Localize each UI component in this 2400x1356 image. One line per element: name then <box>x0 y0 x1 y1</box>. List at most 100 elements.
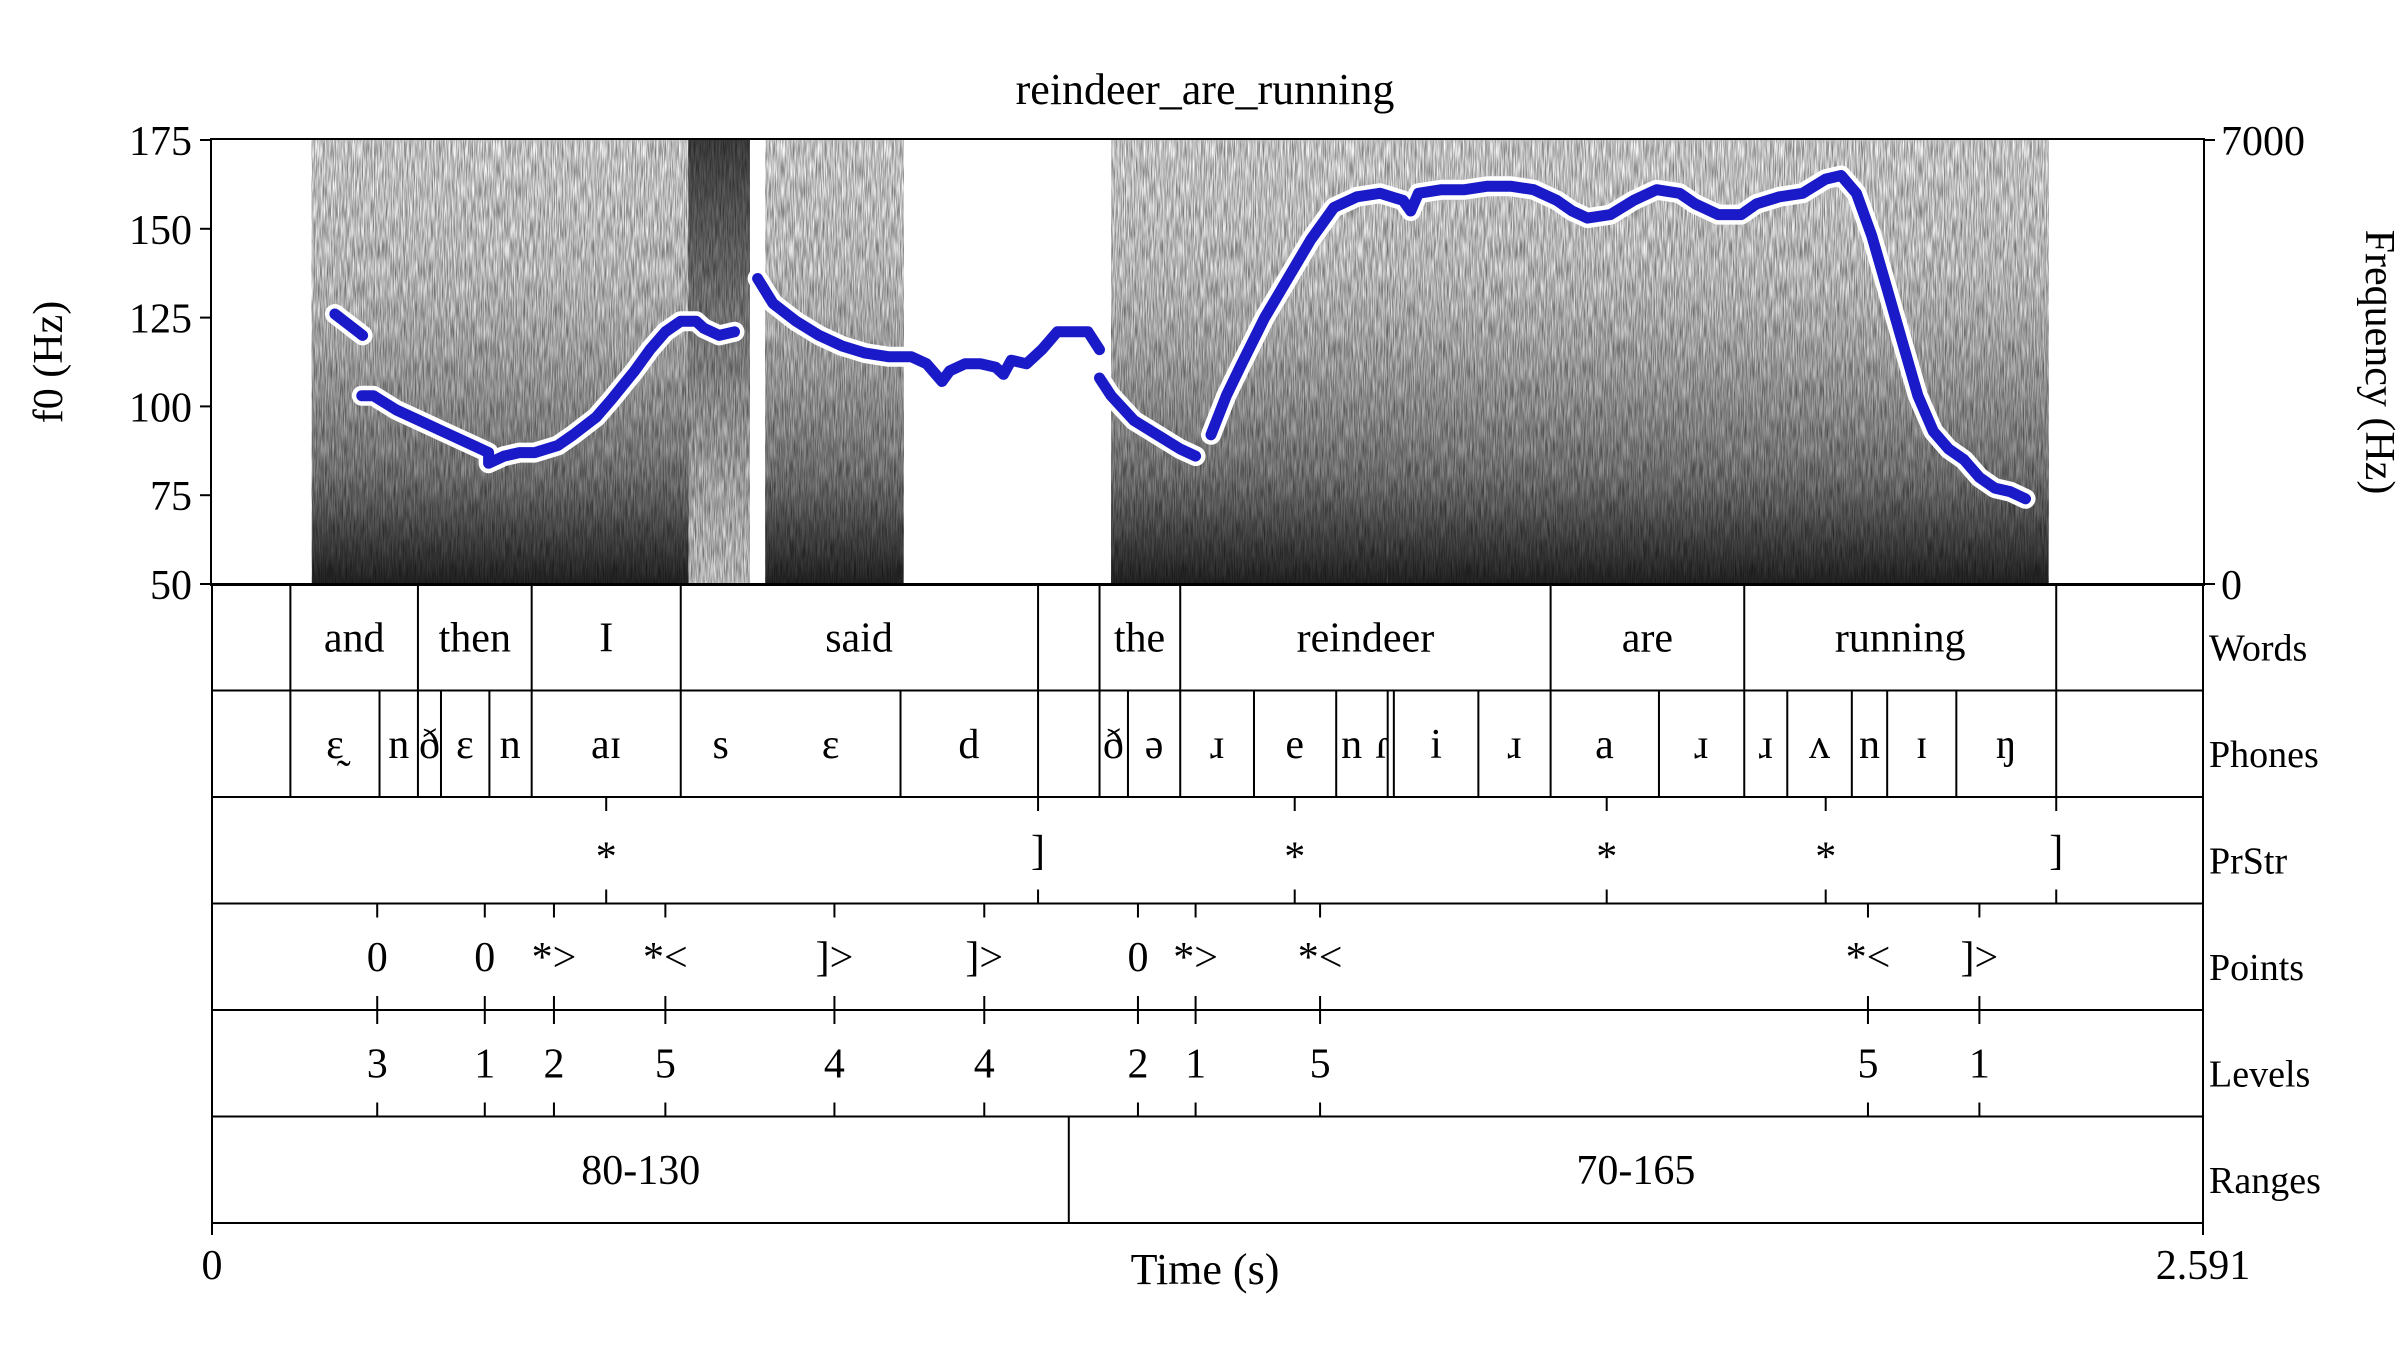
interval-label: reindeer <box>1297 615 1435 661</box>
interval-label: ɛ̰ <box>326 722 351 768</box>
x-axis-label: Time (s) <box>1131 1245 1280 1294</box>
interval-label: ɹ <box>1694 722 1708 768</box>
y-tick-label: 150 <box>129 208 192 254</box>
x-axis: 0 2.591 <box>202 1223 2251 1289</box>
y-axis-left: 50 75 100 125 150 175 <box>129 119 212 609</box>
interval-label: 80-130 <box>581 1148 700 1194</box>
point-label: *< <box>1846 935 1891 981</box>
interval-label: ŋ <box>1996 722 2017 768</box>
point-label: 0 <box>474 935 495 981</box>
point-label: *> <box>1173 935 1218 981</box>
point-label: 2 <box>1127 1041 1148 1087</box>
point-label: 1 <box>474 1041 495 1087</box>
tier-name: Phones <box>2209 734 2319 776</box>
interval-label: ð <box>1103 722 1124 768</box>
interval-label: a <box>1595 722 1614 768</box>
y-axis-left-label: f0 (Hz) <box>26 301 72 423</box>
interval-label: ɹ <box>1210 722 1224 768</box>
interval-label: ɛ <box>456 722 474 768</box>
f0-segment-4 <box>1205 170 2031 505</box>
point-label: 5 <box>655 1041 676 1087</box>
point-label: 1 <box>1185 1041 1206 1087</box>
interval-label: and <box>324 615 385 661</box>
tier-frame <box>211 796 2204 905</box>
tier-name: Words <box>2209 627 2307 669</box>
interval-label: e <box>1285 722 1304 768</box>
point-label: * <box>1815 834 1836 880</box>
y-tick-label: 175 <box>129 119 192 165</box>
point-label: 1 <box>1969 1041 1990 1087</box>
interval-label: ə <box>1145 722 1164 768</box>
interval-label: said <box>825 615 893 661</box>
point-label: ]> <box>1961 935 1999 981</box>
f0-segment-2 <box>752 273 1105 387</box>
f0-segment-3 <box>1094 372 1202 462</box>
point-label: * <box>1596 834 1617 880</box>
y-tick-label: 125 <box>129 297 192 343</box>
point-label: 2 <box>543 1041 564 1087</box>
right-tick-label: 7000 <box>2221 119 2305 165</box>
point-label: ] <box>2049 828 2063 874</box>
tier-name: Ranges <box>2209 1160 2321 1202</box>
x-tick-label: 2.591 <box>2156 1243 2251 1289</box>
interval-label: n <box>1341 722 1362 768</box>
interval-label: the <box>1114 615 1165 661</box>
point-label: ]> <box>816 935 854 981</box>
y-tick-label: 100 <box>129 385 192 431</box>
point-label: * <box>1284 834 1305 880</box>
point-label: 4 <box>824 1041 845 1087</box>
interval-label: n <box>500 722 521 768</box>
f0-contour <box>324 165 2036 509</box>
point-label: 5 <box>1310 1041 1331 1087</box>
y-tick-label: 75 <box>150 474 192 520</box>
y-axis-right: 7000 0 <box>2203 119 2305 609</box>
tier-ranges: Ranges 80-130 70-165 <box>211 1115 2321 1224</box>
tier-name: Levels <box>2209 1053 2310 1095</box>
tier-points: Points 0 0 *> *<]>]> 0 *> *< *<]> <box>211 902 2304 1011</box>
f0-segment-0 <box>329 308 369 341</box>
interval-label: ɹ <box>1759 722 1773 768</box>
right-tick-label: 0 <box>2221 563 2242 609</box>
interval-label: ʌ <box>1809 722 1830 768</box>
f0-segment-1 <box>356 315 740 469</box>
point-label: 0 <box>1127 935 1148 981</box>
tier-prstr: PrStr *] * * *] <box>211 796 2287 905</box>
point-label: 4 <box>974 1041 995 1087</box>
point-label: *> <box>532 935 577 981</box>
point-label: *< <box>1298 935 1343 981</box>
spectrogram <box>311 140 2049 584</box>
y-axis-right-label: Frequency (Hz) <box>2356 230 2400 495</box>
interval-label: ð <box>419 722 440 768</box>
tier-frame <box>211 1115 2204 1224</box>
spectrogram-texture-0 <box>311 140 689 584</box>
interval-label: i <box>1430 722 1442 768</box>
point-label: ]> <box>965 935 1003 981</box>
interval-label: s <box>713 722 729 768</box>
interval-label: ɾ <box>1375 722 1389 768</box>
point-label: ] <box>1031 828 1045 874</box>
spectrogram-texture-1 <box>688 140 750 584</box>
interval-label: aɪ <box>591 722 621 768</box>
tier-frame <box>211 1009 2204 1118</box>
point-label: 5 <box>1857 1041 1878 1087</box>
interval-label: ɹ <box>1507 722 1521 768</box>
plot-area <box>210 138 2205 586</box>
x-tick-label: 0 <box>202 1243 223 1289</box>
interval-label: d <box>958 722 979 768</box>
chart-title: reindeer_are_running <box>1016 65 1395 114</box>
tier-name: PrStr <box>2209 840 2287 882</box>
interval-label: ɪ <box>1916 722 1928 768</box>
interval-label: n <box>1859 722 1880 768</box>
point-label: 0 <box>367 935 388 981</box>
interval-label: n <box>388 722 409 768</box>
tier-name: Points <box>2209 947 2304 989</box>
interval-label: I <box>599 615 613 661</box>
interval-label: are <box>1622 615 1673 661</box>
interval-label: running <box>1835 615 1966 661</box>
interval-label: 70-165 <box>1576 1148 1695 1194</box>
